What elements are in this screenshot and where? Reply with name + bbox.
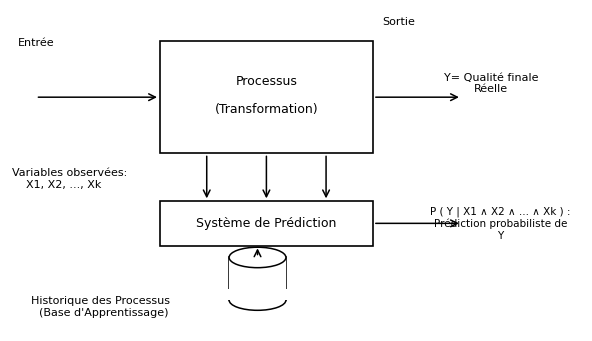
Text: Sortie: Sortie — [382, 17, 415, 27]
Text: Système de Prédiction: Système de Prédiction — [196, 217, 337, 230]
Ellipse shape — [229, 247, 286, 268]
Bar — [160, 41, 373, 153]
Ellipse shape — [229, 290, 286, 310]
Text: Entrée: Entrée — [18, 38, 54, 48]
Text: Y= Qualité finale
Réelle: Y= Qualité finale Réelle — [444, 73, 539, 94]
Text: Historique des Processus
  (Base d'Apprentissage): Historique des Processus (Base d'Apprent… — [31, 296, 170, 318]
Text: Processus: Processus — [236, 75, 297, 88]
Bar — [160, 201, 373, 246]
Text: (Transformation): (Transformation) — [214, 103, 318, 116]
Bar — [228, 289, 287, 300]
Text: Variables observées:
    X1, X2, ..., Xk: Variables observées: X1, X2, ..., Xk — [12, 168, 127, 190]
Bar — [229, 257, 286, 300]
Text: P ( Y | X1 ∧ X2 ∧ ... ∧ Xk ) :
Prédiction probabiliste de
Y: P ( Y | X1 ∧ X2 ∧ ... ∧ Xk ) : Prédictio… — [430, 206, 571, 240]
